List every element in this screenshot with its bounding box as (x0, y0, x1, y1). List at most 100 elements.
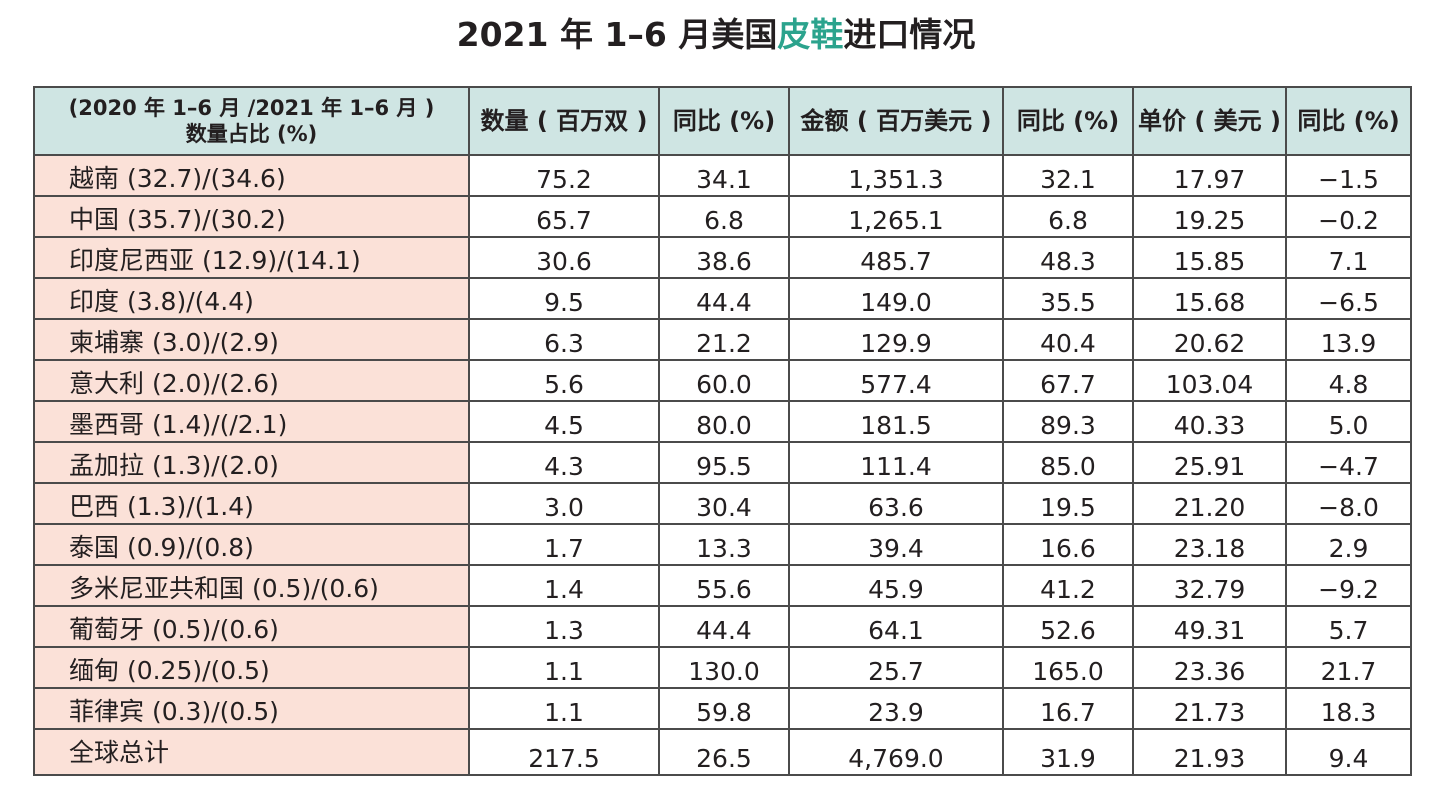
quantity-yoy-cell: 6.8 (659, 196, 789, 237)
header-unit-price-yoy: 同比 (%) (1286, 87, 1411, 155)
amount-yoy-cell: 40.4 (1003, 319, 1133, 360)
amount-cell: 64.1 (789, 606, 1003, 647)
amount-yoy-cell: 19.5 (1003, 483, 1133, 524)
header-country-line1: (2020 年 1–6 月 /2021 年 1–6 月 ) (35, 95, 468, 121)
table-header-row: (2020 年 1–6 月 /2021 年 1–6 月 ) 数量占比 (%) 数… (34, 87, 1411, 155)
table-row: 越南 (32.7)/(34.6) 75.2 34.1 1,351.3 32.1 … (34, 155, 1411, 196)
quantity-yoy-cell: 80.0 (659, 401, 789, 442)
table-row: 中国 (35.7)/(30.2) 65.7 6.8 1,265.1 6.8 19… (34, 196, 1411, 237)
unit-price-yoy-cell: −4.7 (1286, 442, 1411, 483)
unit-price-cell: 21.20 (1133, 483, 1286, 524)
unit-price-cell: 17.97 (1133, 155, 1286, 196)
total-unit-price-cell: 21.93 (1133, 729, 1286, 775)
amount-cell: 25.7 (789, 647, 1003, 688)
quantity-yoy-cell: 34.1 (659, 155, 789, 196)
amount-yoy-cell: 52.6 (1003, 606, 1133, 647)
country-cell: 印度 (3.8)/(4.4) (34, 278, 469, 319)
amount-yoy-cell: 85.0 (1003, 442, 1133, 483)
country-cell: 越南 (32.7)/(34.6) (34, 155, 469, 196)
unit-price-yoy-cell: −1.5 (1286, 155, 1411, 196)
table-row: 印度尼西亚 (12.9)/(14.1) 30.6 38.6 485.7 48.3… (34, 237, 1411, 278)
quantity-cell: 1.4 (469, 565, 659, 606)
header-country: (2020 年 1–6 月 /2021 年 1–6 月 ) 数量占比 (%) (34, 87, 469, 155)
country-cell: 孟加拉 (1.3)/(2.0) (34, 442, 469, 483)
quantity-yoy-cell: 30.4 (659, 483, 789, 524)
total-amount-yoy-cell: 31.9 (1003, 729, 1133, 775)
table-row: 意大利 (2.0)/(2.6) 5.6 60.0 577.4 67.7 103.… (34, 360, 1411, 401)
table-row: 缅甸 (0.25)/(0.5) 1.1 130.0 25.7 165.0 23.… (34, 647, 1411, 688)
amount-yoy-cell: 6.8 (1003, 196, 1133, 237)
table-row: 柬埔寨 (3.0)/(2.9) 6.3 21.2 129.9 40.4 20.6… (34, 319, 1411, 360)
table-row: 印度 (3.8)/(4.4) 9.5 44.4 149.0 35.5 15.68… (34, 278, 1411, 319)
amount-yoy-cell: 32.1 (1003, 155, 1133, 196)
amount-cell: 39.4 (789, 524, 1003, 565)
import-table: (2020 年 1–6 月 /2021 年 1–6 月 ) 数量占比 (%) 数… (33, 86, 1412, 776)
unit-price-cell: 15.85 (1133, 237, 1286, 278)
title-prefix: 2021 年 1–6 月美国 (457, 15, 778, 54)
quantity-cell: 4.3 (469, 442, 659, 483)
amount-yoy-cell: 165.0 (1003, 647, 1133, 688)
country-cell: 中国 (35.7)/(30.2) (34, 196, 469, 237)
quantity-yoy-cell: 95.5 (659, 442, 789, 483)
amount-cell: 485.7 (789, 237, 1003, 278)
amount-yoy-cell: 35.5 (1003, 278, 1133, 319)
quantity-yoy-cell: 60.0 (659, 360, 789, 401)
table-row: 多米尼亚共和国 (0.5)/(0.6) 1.4 55.6 45.9 41.2 3… (34, 565, 1411, 606)
quantity-yoy-cell: 130.0 (659, 647, 789, 688)
unit-price-yoy-cell: 13.9 (1286, 319, 1411, 360)
unit-price-cell: 21.73 (1133, 688, 1286, 729)
country-cell: 柬埔寨 (3.0)/(2.9) (34, 319, 469, 360)
unit-price-cell: 23.36 (1133, 647, 1286, 688)
total-quantity-yoy-cell: 26.5 (659, 729, 789, 775)
country-cell: 多米尼亚共和国 (0.5)/(0.6) (34, 565, 469, 606)
country-cell: 泰国 (0.9)/(0.8) (34, 524, 469, 565)
amount-cell: 45.9 (789, 565, 1003, 606)
quantity-cell: 3.0 (469, 483, 659, 524)
table-row: 菲律宾 (0.3)/(0.5) 1.1 59.8 23.9 16.7 21.73… (34, 688, 1411, 729)
quantity-yoy-cell: 44.4 (659, 606, 789, 647)
quantity-cell: 5.6 (469, 360, 659, 401)
amount-yoy-cell: 41.2 (1003, 565, 1133, 606)
amount-cell: 63.6 (789, 483, 1003, 524)
total-amount-cell: 4,769.0 (789, 729, 1003, 775)
unit-price-cell: 103.04 (1133, 360, 1286, 401)
country-cell: 巴西 (1.3)/(1.4) (34, 483, 469, 524)
quantity-yoy-cell: 44.4 (659, 278, 789, 319)
quantity-yoy-cell: 55.6 (659, 565, 789, 606)
unit-price-yoy-cell: 4.8 (1286, 360, 1411, 401)
unit-price-yoy-cell: −0.2 (1286, 196, 1411, 237)
amount-yoy-cell: 48.3 (1003, 237, 1133, 278)
amount-cell: 129.9 (789, 319, 1003, 360)
table-row: 葡萄牙 (0.5)/(0.6) 1.3 44.4 64.1 52.6 49.31… (34, 606, 1411, 647)
header-country-line2: 数量占比 (%) (35, 121, 468, 147)
quantity-yoy-cell: 13.3 (659, 524, 789, 565)
header-quantity: 数量 ( 百万双 ) (469, 87, 659, 155)
total-quantity-cell: 217.5 (469, 729, 659, 775)
unit-price-yoy-cell: −9.2 (1286, 565, 1411, 606)
quantity-yoy-cell: 21.2 (659, 319, 789, 360)
quantity-cell: 30.6 (469, 237, 659, 278)
quantity-cell: 1.7 (469, 524, 659, 565)
unit-price-cell: 20.62 (1133, 319, 1286, 360)
amount-yoy-cell: 67.7 (1003, 360, 1133, 401)
quantity-cell: 1.1 (469, 688, 659, 729)
total-unit-price-yoy-cell: 9.4 (1286, 729, 1411, 775)
table-row: 巴西 (1.3)/(1.4) 3.0 30.4 63.6 19.5 21.20 … (34, 483, 1411, 524)
quantity-cell: 65.7 (469, 196, 659, 237)
amount-cell: 181.5 (789, 401, 1003, 442)
unit-price-cell: 32.79 (1133, 565, 1286, 606)
country-cell: 印度尼西亚 (12.9)/(14.1) (34, 237, 469, 278)
unit-price-cell: 23.18 (1133, 524, 1286, 565)
amount-yoy-cell: 16.6 (1003, 524, 1133, 565)
header-amount: 金额 ( 百万美元 ) (789, 87, 1003, 155)
table-row: 墨西哥 (1.4)/(/2.1) 4.5 80.0 181.5 89.3 40.… (34, 401, 1411, 442)
quantity-cell: 75.2 (469, 155, 659, 196)
quantity-cell: 4.5 (469, 401, 659, 442)
unit-price-yoy-cell: 5.7 (1286, 606, 1411, 647)
unit-price-yoy-cell: 7.1 (1286, 237, 1411, 278)
header-quantity-yoy: 同比 (%) (659, 87, 789, 155)
header-amount-yoy: 同比 (%) (1003, 87, 1133, 155)
page-title: 2021 年 1–6 月美国皮鞋进口情况 (0, 12, 1432, 58)
unit-price-yoy-cell: 21.7 (1286, 647, 1411, 688)
amount-yoy-cell: 89.3 (1003, 401, 1133, 442)
